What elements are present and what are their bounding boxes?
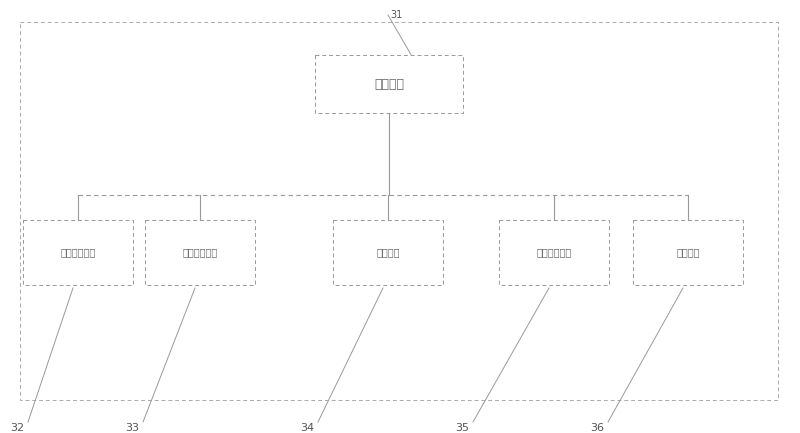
Bar	[499, 220, 609, 285]
Bar	[20, 22, 778, 400]
Text: 控制单元: 控制单元	[374, 78, 404, 90]
Text: 第二排气装置: 第二排气装置	[182, 248, 218, 258]
Text: 进气装置: 进气装置	[376, 248, 400, 258]
Text: 压力检测装置: 压力检测装置	[536, 248, 572, 258]
Text: 第一排气装置: 第一排气装置	[60, 248, 96, 258]
Bar	[333, 220, 443, 285]
Text: 计时装置: 计时装置	[676, 248, 700, 258]
Text: 32: 32	[10, 423, 24, 433]
Text: 33: 33	[125, 423, 139, 433]
Text: 31: 31	[390, 10, 402, 20]
Bar	[315, 55, 463, 113]
Text: 35: 35	[455, 423, 469, 433]
Bar	[23, 220, 133, 285]
Bar	[633, 220, 743, 285]
Text: 34: 34	[300, 423, 314, 433]
Text: 36: 36	[590, 423, 604, 433]
Bar	[145, 220, 255, 285]
